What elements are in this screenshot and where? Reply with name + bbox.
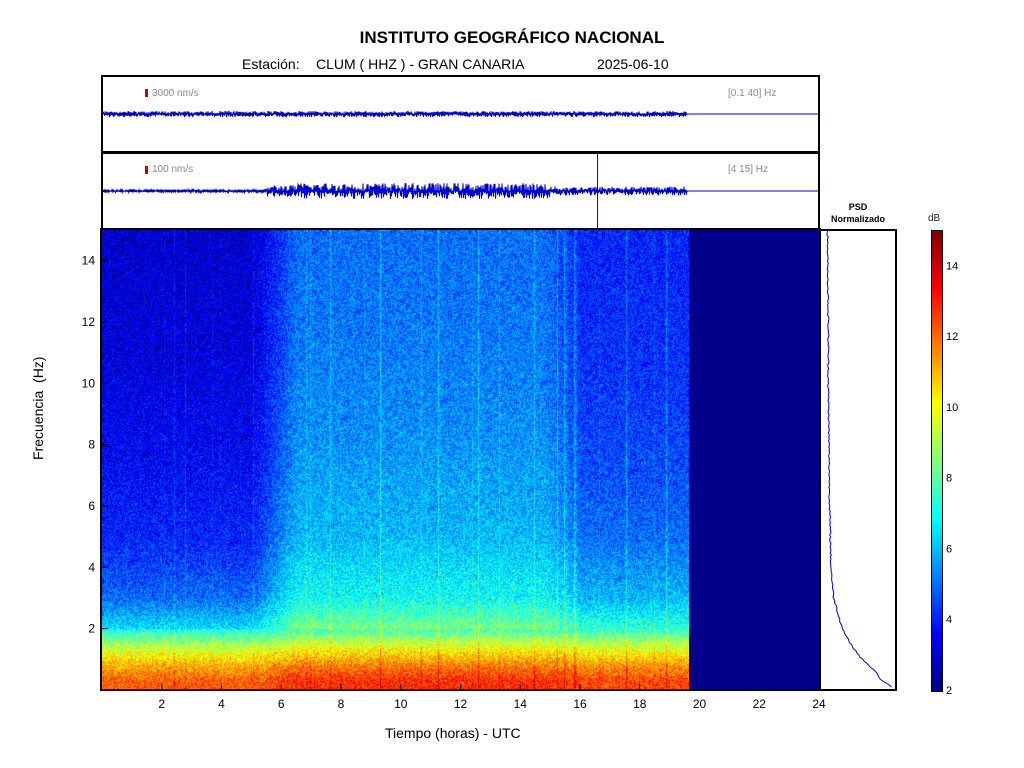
x-tick-label: 4 [218,697,225,711]
psd-svg [826,231,892,688]
colorbar-tick-label: 2 [946,685,952,697]
colorbar-tick-label: 8 [946,473,952,485]
colorbar-axis: 2 4 6 8 10 12 14 [946,260,958,697]
colorbar-tick-label: 14 [946,260,958,272]
colorbar-tick-label: 4 [946,614,952,626]
psd-panel [819,229,897,691]
y-tick-label: 2 [88,622,95,636]
trace-panel-filtered [101,152,820,230]
scale-label-filtered: 100 nm/s [152,164,194,175]
spectrogram-image [102,230,689,690]
trace-broadband-svg [103,110,818,118]
scale-bar-broadband [145,89,148,97]
psd-curve [826,231,892,688]
scale-label-broadband: 3000 nm/s [152,88,199,99]
colorbar-tick-label: 12 [946,331,958,343]
x-tick-label: 22 [753,697,767,711]
y-tick-label: 12 [82,315,96,329]
trace-filtered [103,154,818,228]
station-label: Estación: [242,56,300,72]
colorbar-tick-label: 6 [946,543,952,555]
x-tick-label: 18 [633,697,647,711]
chart-title: INSTITUTO GEOGRÁFICO NACIONAL [359,28,665,47]
x-tick-label: 12 [454,697,468,711]
station-name: CLUM ( HHZ ) - GRAN CANARIA [316,56,525,72]
y-axis-label: Frecuencia (Hz) [30,356,46,460]
y-tick-label: 6 [88,499,95,513]
trace-broadband [103,110,818,118]
y-tick-label: 4 [88,560,95,574]
x-tick-label: 10 [394,697,408,711]
colorbar [931,230,943,692]
x-tick-label: 16 [573,697,587,711]
x-tick-label: 8 [338,697,345,711]
x-tick-label: 24 [812,697,826,711]
trace-panel-broadband [101,75,820,153]
y-tick-label: 10 [82,376,96,390]
y-tick-label: 14 [82,254,96,268]
no-data-region [689,230,819,690]
scale-bar-filtered [145,166,148,174]
colorbar-unit: dB [928,213,941,224]
filter-label-broadband: [0.1 40] Hz [728,88,777,99]
colorbar-ticks: 2 4 6 8 10 12 14 [946,260,958,697]
y-tick-label: 8 [88,438,95,452]
filter-label-filtered: [4 15] Hz [728,164,769,175]
x-tick-label: 6 [278,697,285,711]
x-tick-label: 2 [158,697,165,711]
date-label: 2025-06-10 [597,56,669,72]
trace-filtered-svg [103,154,818,228]
x-axis-label: Tiempo (horas) - UTC [385,725,521,741]
psd-subtitle: Normalizado [830,214,885,224]
psd-title: PSD [848,202,868,212]
x-tick-label: 20 [693,697,707,711]
x-tick-label: 14 [514,697,528,711]
colorbar-tick-label: 10 [946,402,958,414]
